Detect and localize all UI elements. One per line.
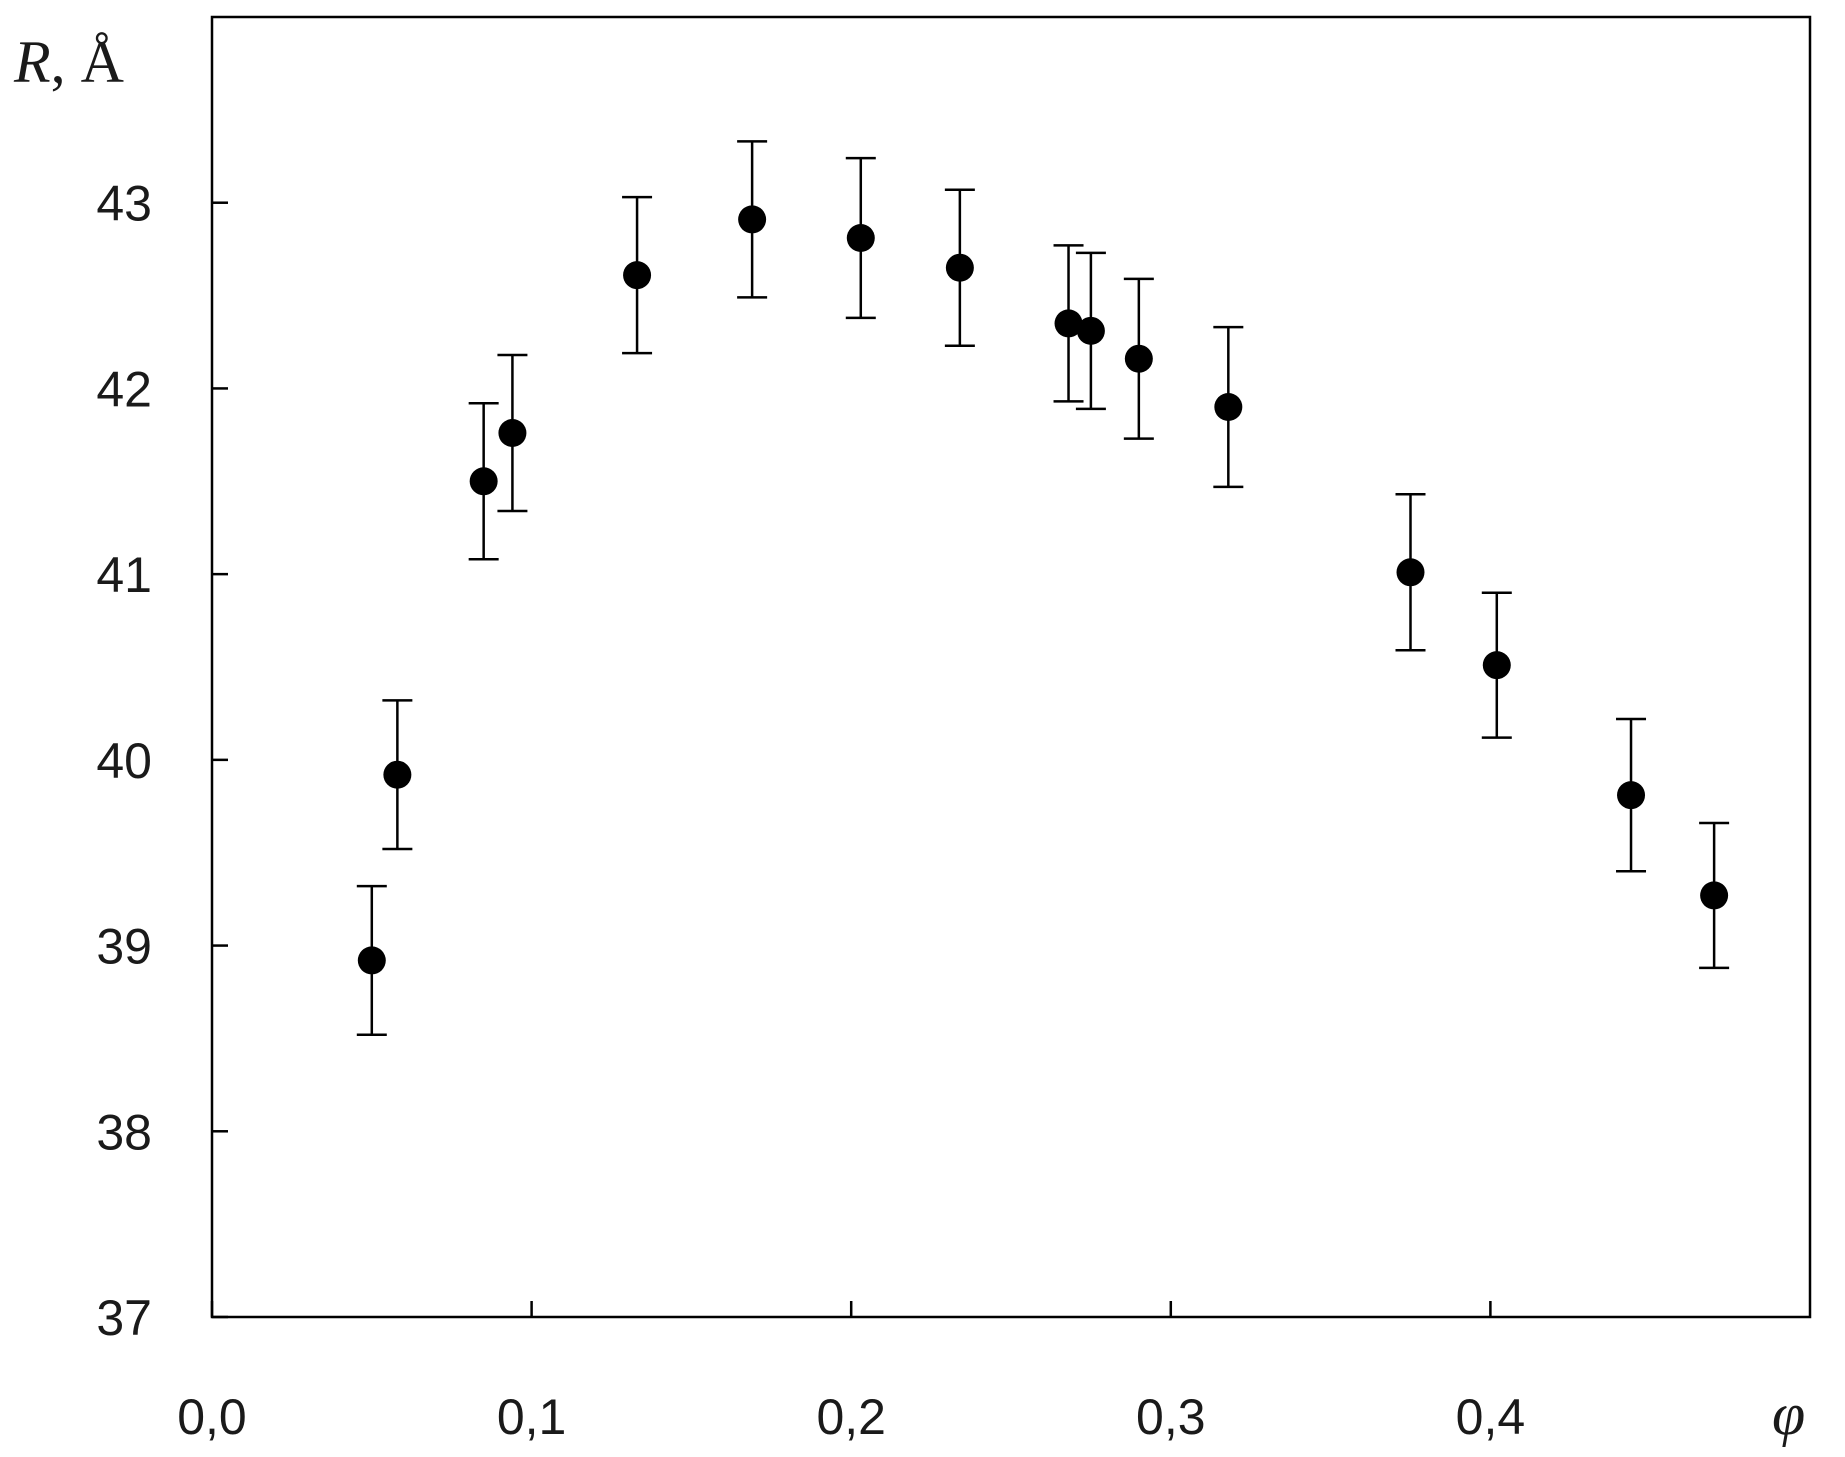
x-tick-label: 0,0: [177, 1389, 247, 1445]
x-tick-label: 0,1: [497, 1389, 567, 1445]
y-axis-label: R, Å: [13, 29, 124, 95]
plot-area-frame: [210, 15, 1812, 1319]
data-point: [1700, 881, 1729, 910]
y-tick-label: 43: [96, 176, 152, 232]
data-point: [846, 224, 875, 252]
data-point: [738, 205, 767, 234]
x-axis-tick-labels: 0,0 0,1 0,2 0,3 0,4: [177, 1389, 1525, 1445]
data-points: [357, 205, 1729, 975]
data-point: [1054, 309, 1083, 338]
data-point: [945, 253, 974, 282]
y-axis-ticks: [212, 201, 228, 1319]
data-point: [1617, 781, 1646, 810]
y-axis-label-unit: , Å: [51, 29, 124, 95]
x-tick-label: 0,4: [1456, 1389, 1526, 1445]
y-axis-tick-labels: 37 38 39 40 41 42 43: [96, 176, 152, 1346]
data-point: [469, 467, 498, 496]
y-tick-label: 41: [96, 547, 152, 603]
x-axis-ticks: [210, 1301, 1492, 1317]
data-point: [1214, 393, 1243, 421]
y-tick-label: 37: [96, 1290, 152, 1346]
y-axis-label-symbol: R: [13, 29, 51, 95]
data-point: [1124, 344, 1153, 373]
data-point: [357, 946, 386, 975]
data-point: [1396, 558, 1425, 587]
data-point: [498, 419, 527, 447]
data-point: [1076, 316, 1105, 345]
x-axis-label: φ: [1772, 1381, 1805, 1447]
data-point: [383, 760, 412, 789]
y-tick-label: 42: [96, 361, 152, 417]
y-tick-label: 38: [96, 1104, 152, 1160]
x-tick-label: 0,2: [816, 1389, 886, 1445]
data-point: [1482, 651, 1511, 680]
data-point: [623, 261, 652, 290]
y-tick-label: 40: [96, 733, 152, 789]
error-bars: [356, 140, 1730, 1036]
x-tick-label: 0,3: [1136, 1389, 1206, 1445]
y-tick-label: 39: [96, 919, 152, 975]
